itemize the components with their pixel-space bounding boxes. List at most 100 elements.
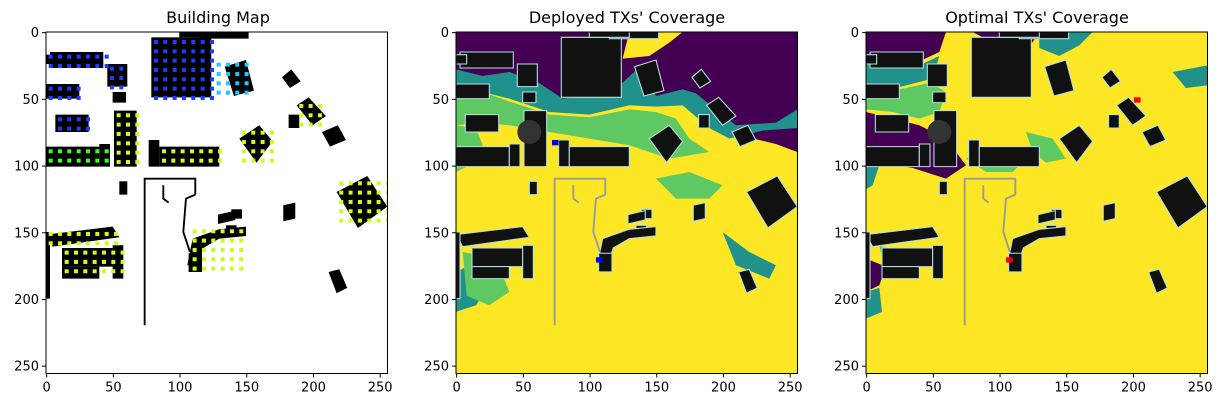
building-marker [217, 158, 222, 163]
building-marker [76, 158, 81, 163]
building-marker [171, 149, 176, 154]
building-marker [241, 149, 246, 154]
building-marker [385, 190, 388, 195]
building-marker [109, 85, 114, 90]
building-marker [57, 54, 62, 59]
building-marker [116, 141, 121, 146]
building-marker [209, 39, 214, 44]
building-marker [92, 269, 97, 274]
building-marker [225, 71, 230, 76]
building-marker [83, 269, 88, 274]
building-marker [339, 181, 344, 186]
building-marker [76, 86, 81, 91]
building-marker [357, 181, 362, 186]
building-marker [171, 158, 176, 163]
x-tick-label: 100 [578, 381, 603, 396]
x-tick-label: 150 [234, 381, 259, 396]
building-map-image [46, 32, 388, 374]
building-marker [163, 49, 168, 54]
building-marker [181, 67, 186, 72]
building-marker [191, 58, 196, 63]
building-marker [241, 158, 246, 163]
building-marker [216, 90, 221, 95]
panel-building-map: Building Map 0 50 100 150 200 250 0 50 100 150 200… [14, 8, 392, 396]
building-marker [64, 269, 69, 274]
building-marker [308, 103, 313, 108]
building-marker [181, 39, 186, 44]
building-marker [192, 266, 197, 271]
building-marker [104, 54, 109, 59]
building-marker [120, 250, 125, 255]
building-marker [76, 231, 81, 236]
building-marker [125, 159, 130, 164]
building-marker [229, 229, 234, 234]
building-marker [269, 130, 274, 135]
building-marker [244, 62, 249, 67]
building-marker [317, 103, 322, 108]
building-marker [211, 238, 216, 243]
building-marker [181, 95, 186, 100]
building-marker [241, 139, 246, 144]
building-marker [192, 229, 197, 234]
building-marker [48, 231, 53, 236]
building-marker [251, 130, 256, 135]
building-marker [385, 199, 388, 204]
building-marker [201, 229, 206, 234]
building-marker [269, 139, 274, 144]
building-marker [153, 67, 158, 72]
building-marker [85, 126, 90, 131]
building-marker [163, 86, 168, 91]
building-marker [85, 149, 90, 154]
building-marker [163, 77, 168, 82]
building-marker [244, 81, 249, 86]
building-marker [367, 218, 372, 223]
building-marker [200, 77, 205, 82]
x-tick-label: 100 [988, 381, 1013, 396]
building-marker [95, 63, 100, 68]
building-marker [225, 62, 230, 67]
building-marker [299, 122, 304, 127]
building-marker [208, 158, 213, 163]
x-tick-label: 50 [925, 381, 942, 396]
x-tick-label: 250 [368, 381, 393, 396]
x-tick-label: 0 [43, 381, 51, 396]
y-tick-label: 250 [424, 360, 449, 375]
panel-title: Building Map [166, 8, 270, 27]
building-marker [225, 81, 230, 86]
building-marker [308, 113, 313, 118]
building-marker [211, 247, 216, 252]
building-marker [76, 95, 81, 100]
building-marker [161, 149, 166, 154]
building-marker [153, 86, 158, 91]
building-marker [76, 54, 81, 59]
building-marker [385, 218, 388, 223]
building-marker [172, 86, 177, 91]
building-marker [191, 39, 196, 44]
building-marker [385, 209, 388, 214]
building-marker [67, 54, 72, 59]
building-marker [269, 158, 274, 163]
building-marker [209, 49, 214, 54]
building-marker [181, 49, 186, 54]
building-marker [92, 259, 97, 264]
building-marker [48, 158, 53, 163]
x-tick-label: 50 [105, 381, 122, 396]
building-marker [111, 259, 116, 264]
building-marker [200, 95, 205, 100]
building-marker [348, 199, 353, 204]
building-marker [191, 77, 196, 82]
building-marker [260, 158, 265, 163]
building-marker [217, 149, 222, 154]
deployed-coverage-heatmap [456, 32, 798, 374]
y-tick-label: 100 [14, 160, 39, 175]
x-tick-label: 50 [515, 381, 532, 396]
building-marker [85, 241, 90, 246]
building-marker [116, 113, 121, 118]
building-marker [57, 63, 62, 68]
building-marker [241, 130, 246, 135]
building-marker [299, 113, 304, 118]
building-marker [357, 190, 362, 195]
building-marker [163, 67, 168, 72]
building-marker [216, 81, 221, 86]
